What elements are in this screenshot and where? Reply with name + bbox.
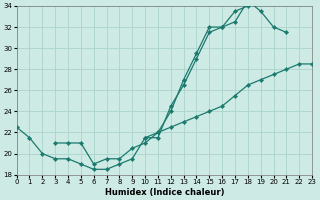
X-axis label: Humidex (Indice chaleur): Humidex (Indice chaleur) [105, 188, 224, 197]
